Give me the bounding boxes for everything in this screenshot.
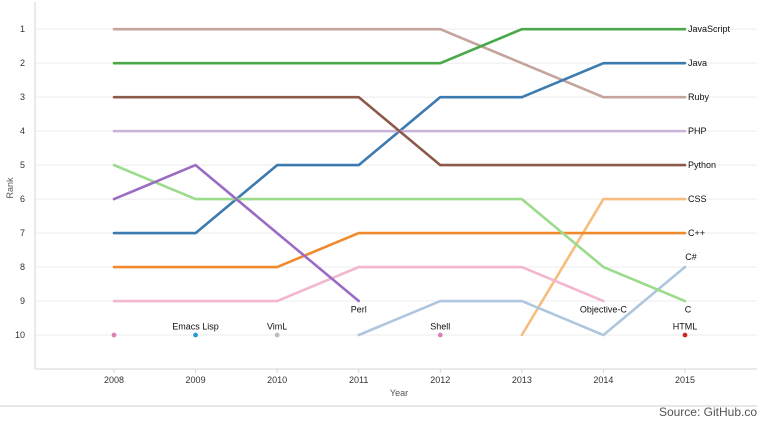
series-label-c: C <box>685 305 692 315</box>
series-line-c <box>112 231 687 269</box>
series-label-java: Java <box>688 58 707 68</box>
series-label-css: CSS <box>688 194 707 204</box>
y-tick-label: 6 <box>20 194 25 204</box>
y-tick-label: 4 <box>20 126 25 136</box>
series-label-javascript: JavaScript <box>688 24 731 34</box>
x-axis: 2008 2009 2010 2011 2012 2013 2014 2015 <box>104 369 695 385</box>
y-tick-label: 7 <box>20 228 25 238</box>
x-tick-label: 2012 <box>430 375 450 385</box>
series-label-html: HTML <box>673 322 698 332</box>
series-point-html <box>682 332 688 338</box>
series-line-objective-c <box>112 265 605 303</box>
y-tick-label: 5 <box>20 160 25 170</box>
x-tick-label: 2015 <box>675 375 695 385</box>
series-line-ruby <box>112 27 687 65</box>
series-label-ruby: Ruby <box>688 92 710 102</box>
y-tick-label: 9 <box>20 296 25 306</box>
y-tick-label: 10 <box>15 330 25 340</box>
series-line-javascript <box>112 27 687 99</box>
series-point-shell <box>111 332 117 338</box>
series-label-objective-c: Objective-C <box>580 305 628 315</box>
x-tick-label: 2013 <box>512 375 532 385</box>
series-label-python: Python <box>688 160 716 170</box>
y-tick-label: 3 <box>20 92 25 102</box>
x-tick-label: 2010 <box>267 375 287 385</box>
series-line-python <box>112 95 687 167</box>
series-labels: JavaScript Java Ruby PHP Python CSS C++ C# C Obje… <box>172 24 730 331</box>
y-tick-label: 1 <box>20 24 25 34</box>
x-tick-label: 2009 <box>186 375 206 385</box>
series-points <box>111 332 688 338</box>
series-label-shell: Shell <box>430 322 450 332</box>
series-label-emacs-lisp: Emacs Lisp <box>172 322 219 332</box>
series-label-c: C# <box>685 252 697 262</box>
y-axis-title: Rank <box>5 177 15 199</box>
y-axis: 1 2 3 4 5 6 7 8 9 10 <box>15 24 25 340</box>
series-line-c <box>112 163 687 303</box>
series-line-perl <box>112 163 361 303</box>
series-line-c <box>357 265 687 337</box>
source-note: Source: GitHub.co <box>659 405 757 419</box>
x-axis-title: Year <box>390 388 408 398</box>
series-lines <box>112 27 687 337</box>
y-tick-label: 2 <box>20 58 25 68</box>
x-tick-label: 2011 <box>349 375 368 385</box>
x-tick-label: 2008 <box>104 375 124 385</box>
series-label-php: PHP <box>688 126 707 136</box>
series-point-emacs-lisp <box>193 332 198 338</box>
series-point-viml <box>274 332 280 338</box>
x-tick-label: 2014 <box>593 375 613 385</box>
series-line-css <box>520 197 687 337</box>
series-label-viml: VimL <box>267 322 287 332</box>
series-label-perl: Perl <box>351 305 367 315</box>
y-tick-label: 8 <box>20 262 25 272</box>
series-label-c: C++ <box>688 228 705 238</box>
series-point-shell <box>437 332 443 338</box>
